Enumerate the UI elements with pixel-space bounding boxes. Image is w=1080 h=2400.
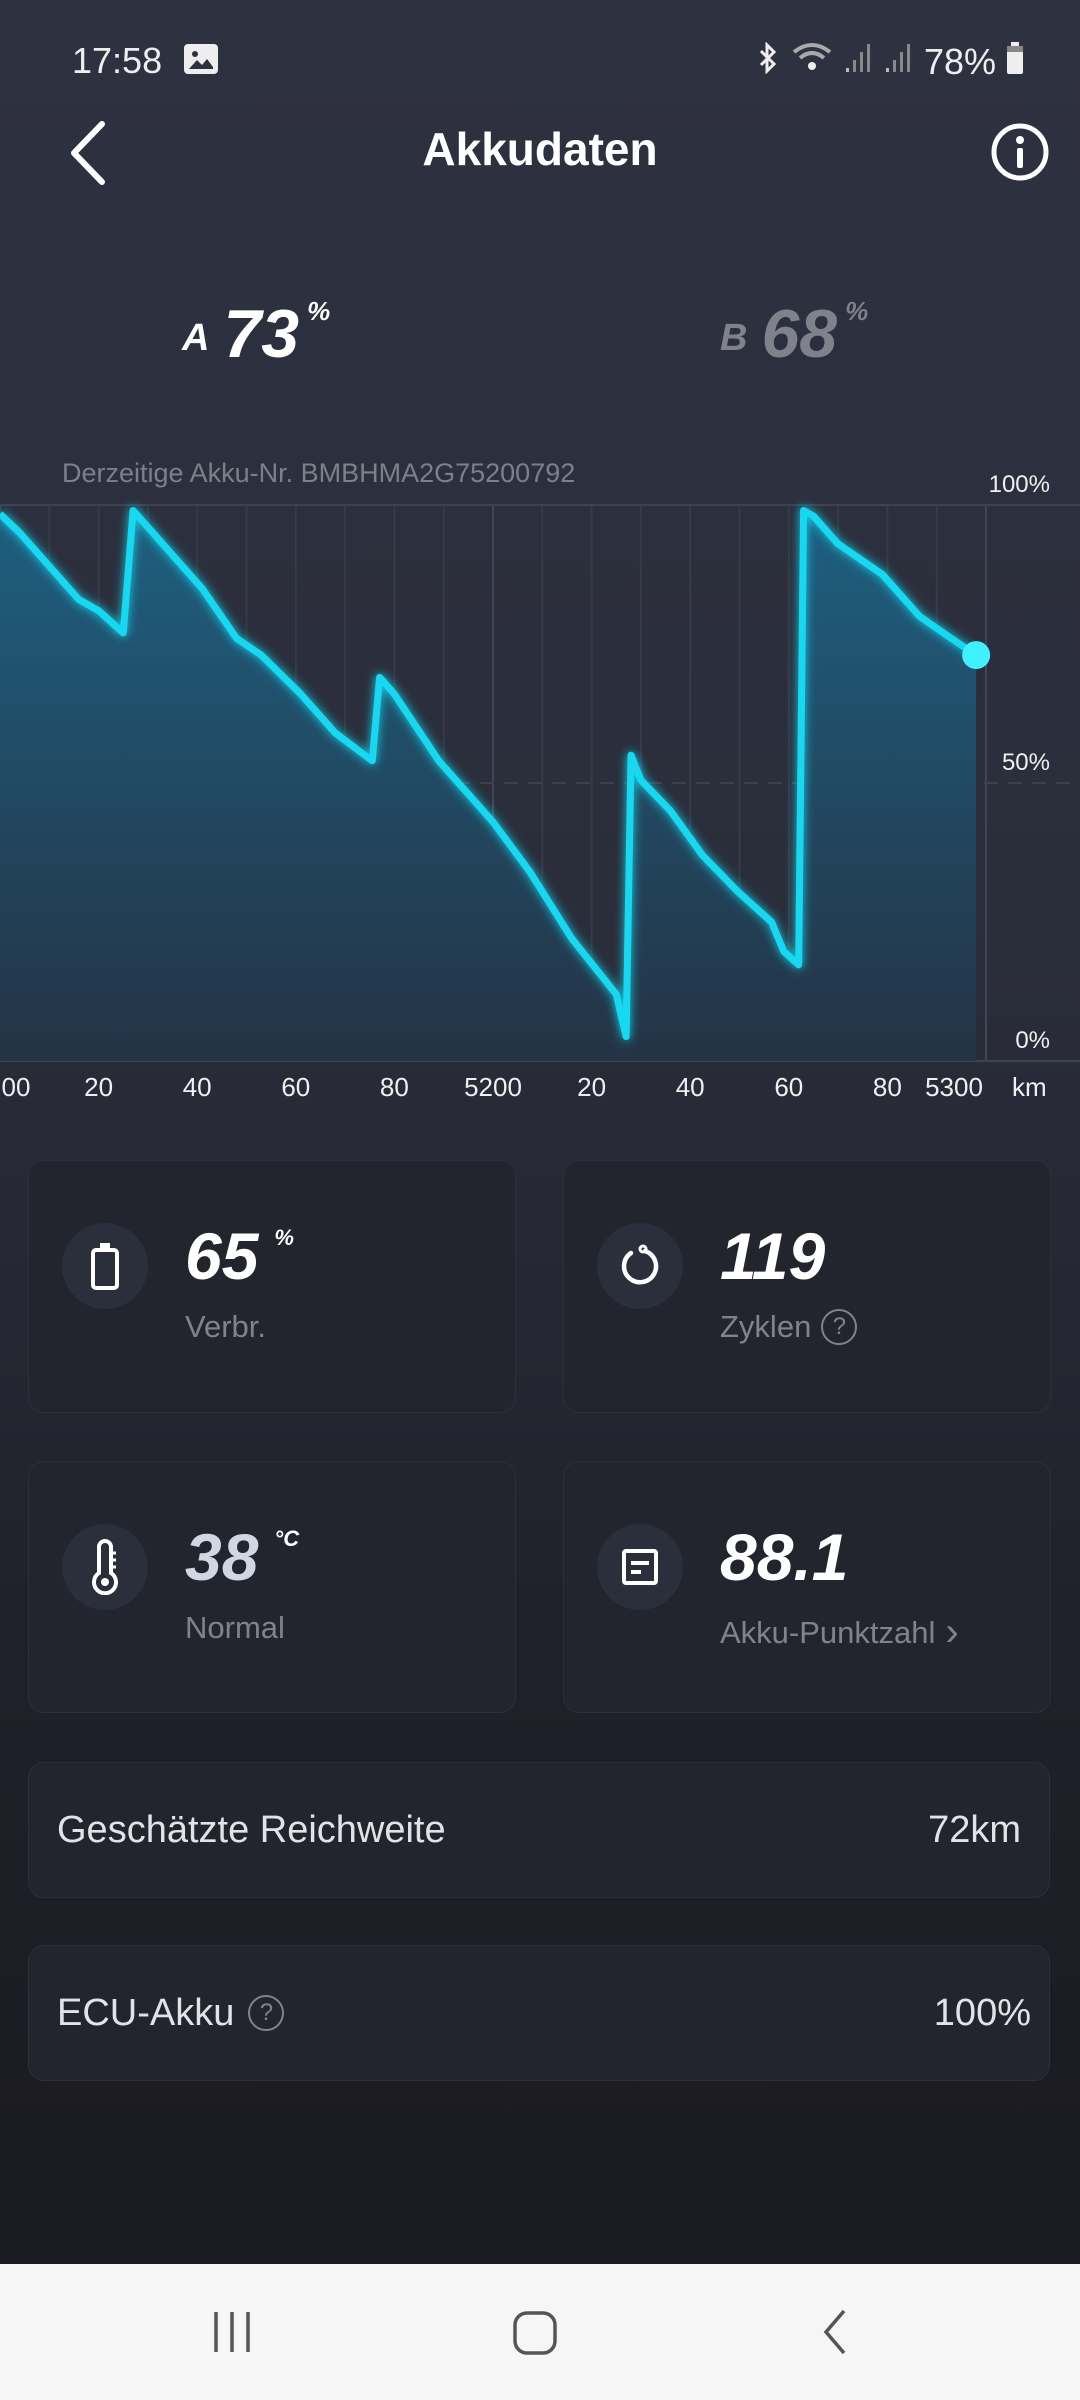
chart-series-line (0, 507, 979, 1041)
battery-a-soc[interactable]: A 73 % (182, 296, 330, 372)
battery-score-label: Akku-Punktzahl (720, 1614, 936, 1650)
back-button[interactable] (64, 118, 120, 188)
battery-score-card[interactable]: 88.1 Akku-Punktzahl › (563, 1461, 1051, 1713)
x-tick-label: 40 (182, 1072, 212, 1102)
temperature-status: Normal (185, 1610, 285, 1645)
chart-svg (0, 504, 1080, 1062)
ecu-battery-label: ECU-Akku (57, 1991, 235, 2034)
help-icon[interactable]: ? (821, 1309, 858, 1345)
consumption-label: Verbr. (185, 1309, 266, 1344)
x-tick-label: 80 (872, 1072, 902, 1102)
recent-apps-icon[interactable] (210, 2310, 254, 2354)
battery-b-unit: % (845, 296, 869, 326)
status-bar: 17:58 78% (72, 36, 1080, 86)
y-tick-label: 100% (988, 471, 1050, 498)
x-axis-unit: km (1012, 1072, 1047, 1102)
battery-score-value: 88.1 (720, 1520, 849, 1594)
signal-icon (884, 41, 914, 83)
battery-icon (62, 1223, 148, 1309)
battery-icon (1006, 41, 1024, 83)
x-tick-label: 20 (84, 1072, 114, 1102)
consumption-unit: % (274, 1225, 294, 1250)
gallery-icon (184, 44, 218, 74)
bluetooth-icon (756, 40, 780, 83)
x-tick-label: 5300 (925, 1072, 983, 1102)
cycles-card: 119 Zyklen? (563, 1160, 1051, 1413)
page-title: Akkudaten (422, 123, 658, 175)
x-tick-label: 20 (577, 1072, 607, 1102)
chart-area-fill (0, 510, 977, 1061)
battery-b-label: B (720, 317, 748, 359)
battery-a-unit: % (307, 296, 331, 326)
x-tick-label: 60 (281, 1072, 311, 1102)
x-tick-label: 80 (379, 1072, 409, 1102)
ecu-battery-value: 100% (933, 1991, 1031, 2034)
battery-a-value: 73 (223, 296, 300, 372)
info-icon (991, 123, 1049, 181)
cycle-icon (597, 1223, 683, 1309)
temperature-card: 38 °C Normal (28, 1461, 516, 1713)
consumption-value: 65 (185, 1219, 259, 1293)
consumption-card: 65% Verbr. (28, 1160, 516, 1413)
estimated-range-value: 72km (928, 1808, 1021, 1851)
battery-serial: Derzeitige Akku-Nr. BMBHMA2G75200792 (62, 458, 576, 488)
battery-b-soc[interactable]: B 68 % (720, 296, 868, 372)
status-time: 17:58 (72, 40, 163, 81)
x-tick-label: 60 (774, 1072, 804, 1102)
score-icon (597, 1524, 683, 1610)
info-button[interactable] (990, 122, 1050, 182)
y-tick-label: 0% (1015, 1027, 1050, 1054)
estimated-range-row: Geschätzte Reichweite 72km (28, 1762, 1050, 1898)
x-tick-label: 40 (675, 1072, 705, 1102)
chevron-right-icon: › (945, 1610, 959, 1654)
estimated-range-label: Geschätzte Reichweite (57, 1808, 446, 1851)
battery-b-value: 68 (761, 296, 838, 372)
cycles-label: Zyklen (720, 1309, 812, 1344)
battery-a-label: A (182, 317, 210, 359)
y-tick-label: 50% (1001, 749, 1050, 776)
wifi-icon (790, 40, 834, 83)
signal-icon (844, 41, 874, 83)
cycles-value: 119 (720, 1219, 826, 1293)
chevron-left-icon (71, 121, 105, 185)
system-nav-bar (0, 2264, 1080, 2400)
battery-percent: 78% (923, 40, 996, 82)
thermometer-icon (62, 1524, 148, 1610)
home-icon[interactable] (512, 2310, 558, 2356)
x-tick-label: 00 (1, 1072, 31, 1102)
nav-back-icon[interactable] (820, 2308, 850, 2356)
temperature-unit: °C (274, 1526, 300, 1551)
battery-chart[interactable]: 100% 50% 0% 00 20 40 60 80 5200 20 40 60 80 5300 km (0, 450, 1080, 1110)
temperature-value: 38 (185, 1520, 259, 1594)
ecu-battery-row: ECU-Akku? 100% (28, 1945, 1050, 2081)
x-tick-label: 5200 (464, 1072, 522, 1102)
help-icon[interactable]: ? (248, 1995, 285, 2031)
data-point (962, 641, 991, 670)
